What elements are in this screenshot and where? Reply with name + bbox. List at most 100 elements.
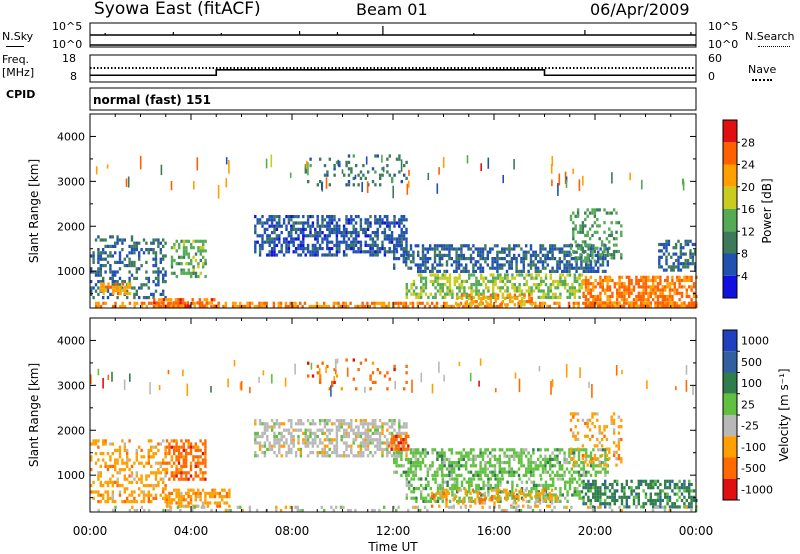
range-cell: [97, 267, 100, 271]
range-cell: [374, 380, 377, 384]
range-cell: [455, 247, 458, 251]
range-cell: [495, 488, 499, 492]
range-cell: [182, 445, 185, 449]
range-cell: [534, 504, 537, 508]
range-cell: [566, 283, 569, 287]
range-cell: [270, 447, 274, 451]
range-cell: [114, 505, 117, 509]
range-cell: [615, 444, 618, 448]
range-cell: [287, 451, 291, 455]
range-cell: [273, 253, 276, 257]
range-cell: [145, 283, 148, 287]
range-cell: [505, 498, 508, 502]
range-cell: [168, 448, 171, 452]
range-cell: [109, 458, 112, 462]
range-cell: [297, 247, 300, 251]
range-cell: [613, 285, 616, 289]
range-cell: [266, 425, 269, 429]
range-cell: [665, 239, 668, 243]
range-cell: [380, 301, 383, 305]
range-cell: [581, 249, 585, 254]
range-cell: [606, 285, 609, 289]
range-cell: [333, 218, 336, 222]
range-cell: [374, 428, 377, 432]
range-cell: [448, 467, 451, 471]
range-cell: [467, 451, 470, 455]
range-cell: [506, 279, 509, 283]
range-cell: [128, 285, 132, 289]
range-cell: [511, 490, 514, 494]
range-cell: [563, 461, 566, 465]
range-cell: [587, 291, 590, 295]
range-cell: [600, 453, 604, 458]
range-cell: [381, 422, 384, 426]
range-cell: [535, 283, 538, 287]
range-cell: [577, 451, 581, 455]
range-cell: [194, 258, 198, 263]
range-cell: [386, 250, 389, 254]
range-cell: [686, 258, 690, 263]
range-cell: [197, 249, 200, 253]
range-cell: [180, 464, 183, 468]
range-cell: [297, 227, 300, 231]
range-cell: [544, 483, 548, 487]
range-cell: [268, 447, 271, 451]
range-cell: [378, 508, 381, 513]
range-cell: [529, 263, 533, 267]
range-cell: [477, 253, 480, 257]
range-cell: [676, 492, 679, 496]
range-cell: [104, 264, 107, 268]
range-cell: [537, 253, 540, 257]
range-cell: [168, 491, 171, 495]
range-cell: [456, 483, 459, 487]
range-cell: [620, 482, 624, 487]
range-cell: [552, 483, 555, 487]
range-cell: [479, 464, 482, 468]
range-cell: [548, 304, 551, 309]
range-cell: [433, 448, 437, 452]
range-cell: [558, 464, 561, 468]
range-cell: [444, 283, 447, 287]
range-cell: [130, 286, 134, 290]
range-cell: [371, 231, 375, 235]
range-cell: [362, 444, 365, 448]
range-cell: [142, 455, 146, 459]
range-cell: [99, 238, 102, 242]
range-cell: [104, 270, 107, 274]
range-cell: [531, 301, 535, 305]
range-cell: [520, 300, 524, 304]
range-cell: [620, 460, 623, 464]
range-cell: [694, 249, 697, 253]
range-cell: [649, 492, 652, 496]
range-cell: [612, 249, 616, 254]
range-cell: [598, 253, 601, 257]
range-cell: [290, 438, 293, 442]
range-cell: [369, 253, 372, 257]
range-cell: [364, 231, 367, 235]
range-cell: [668, 495, 672, 499]
range-cell: [678, 489, 681, 493]
range-cell: [145, 477, 148, 481]
range-cell: [174, 298, 178, 302]
range-cell: [318, 451, 322, 455]
range-cell: [573, 454, 576, 458]
range-cell: [273, 438, 276, 442]
range-cell: [465, 295, 468, 299]
range-cell: [135, 455, 138, 459]
range-cell: [576, 487, 579, 491]
range-cell: [615, 211, 618, 215]
range-cell: [187, 477, 190, 481]
range-cell: [109, 254, 112, 258]
range-cell: [434, 480, 437, 484]
range-cell: [311, 221, 315, 225]
range-cell: [311, 253, 315, 257]
range-cell: [515, 451, 518, 455]
range-cell: [359, 227, 363, 231]
range-cell: [576, 243, 580, 247]
range-cell: [649, 486, 652, 490]
range-cell: [165, 471, 169, 475]
range-cell: [162, 298, 166, 302]
range-cell: [128, 257, 131, 261]
range-cell: [366, 438, 370, 442]
range-cell: [338, 425, 341, 429]
